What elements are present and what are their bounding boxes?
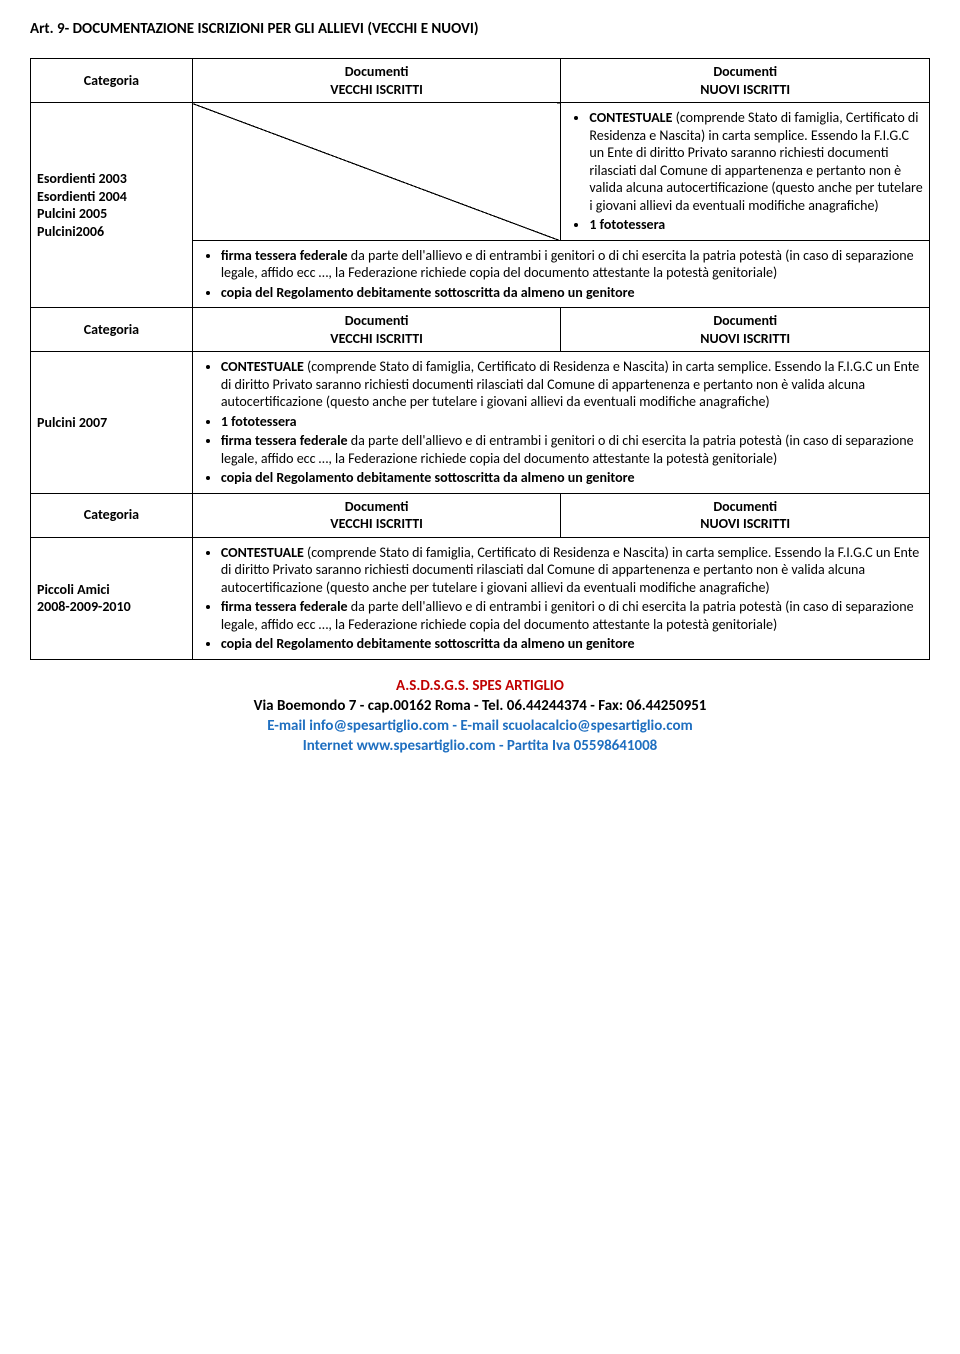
footer: A.S.D.S.G.S. SPES ARTIGLIO Via Boemondo …	[30, 676, 930, 757]
footer-email: E-mail info@spesartiglio.com - E-mail sc…	[30, 716, 930, 736]
row1-nuovi-item1: CONTESTUALE (comprende Stato di famiglia…	[589, 109, 923, 214]
col-categoria-3: Categoria	[31, 493, 193, 537]
row3-item2: firma tessera federale da parte dell'all…	[221, 598, 923, 633]
footer-address: Via Boemondo 7 - cap.00162 Roma - Tel. 0…	[30, 696, 930, 716]
row2-category: Pulcini 2007	[31, 352, 193, 494]
row2-docs: CONTESTUALE (comprende Stato di famiglia…	[192, 352, 929, 494]
col-categoria: Categoria	[31, 59, 193, 103]
footer-org: A.S.D.S.G.S. SPES ARTIGLIO	[30, 676, 930, 696]
row3-item3: copia del Regolamento debitamente sottos…	[221, 635, 923, 653]
col-vecchi: Documenti VECCHI ISCRITTI	[192, 59, 561, 103]
footer-web: Internet www.spesartiglio.com - Partita …	[30, 736, 930, 756]
article-title: Art. 9- DOCUMENTAZIONE ISCRIZIONI PER GL…	[30, 20, 930, 38]
row1-nuovi: CONTESTUALE (comprende Stato di famiglia…	[561, 103, 930, 241]
row2-item4: copia del Regolamento debitamente sottos…	[221, 469, 923, 487]
col-nuovi-3: Documenti NUOVI ISCRITTI	[561, 493, 930, 537]
row2-item3: firma tessera federale da parte dell'all…	[221, 432, 923, 467]
row3-docs: CONTESTUALE (comprende Stato di famiglia…	[192, 537, 929, 659]
col-vecchi-3: Documenti VECCHI ISCRITTI	[192, 493, 561, 537]
col-nuovi: Documenti NUOVI ISCRITTI	[561, 59, 930, 103]
col-vecchi-2: Documenti VECCHI ISCRITTI	[192, 308, 561, 352]
row3-item1: CONTESTUALE (comprende Stato di famiglia…	[221, 544, 923, 597]
row3-category: Piccoli Amici 2008-2009-2010	[31, 537, 193, 659]
col-categoria-2: Categoria	[31, 308, 193, 352]
header-row-3: Categoria Documenti VECCHI ISCRITTI Docu…	[31, 493, 930, 537]
row1-vecchi-empty	[192, 103, 561, 241]
row1-category: Esordienti 2003 Esordienti 2004 Pulcini …	[31, 103, 193, 308]
row2-item1: CONTESTUALE (comprende Stato di famiglia…	[221, 358, 923, 411]
row1-full-item2: copia del Regolamento debitamente sottos…	[221, 284, 923, 302]
row2: Pulcini 2007 CONTESTUALE (comprende Stat…	[31, 352, 930, 494]
header-row-2: Categoria Documenti VECCHI ISCRITTI Docu…	[31, 308, 930, 352]
main-table: Categoria Documenti VECCHI ISCRITTI Docu…	[30, 58, 930, 660]
row3: Piccoli Amici 2008-2009-2010 CONTESTUALE…	[31, 537, 930, 659]
row1-top: Esordienti 2003 Esordienti 2004 Pulcini …	[31, 103, 930, 241]
row1-full: firma tessera federale da parte dell'all…	[192, 240, 929, 308]
row2-item2: 1 fototessera	[221, 413, 923, 431]
row1-full-item1: firma tessera federale da parte dell'all…	[221, 247, 923, 282]
col-nuovi-2: Documenti NUOVI ISCRITTI	[561, 308, 930, 352]
row1-nuovi-item2: 1 fototessera	[589, 216, 923, 234]
header-row-1: Categoria Documenti VECCHI ISCRITTI Docu…	[31, 59, 930, 103]
